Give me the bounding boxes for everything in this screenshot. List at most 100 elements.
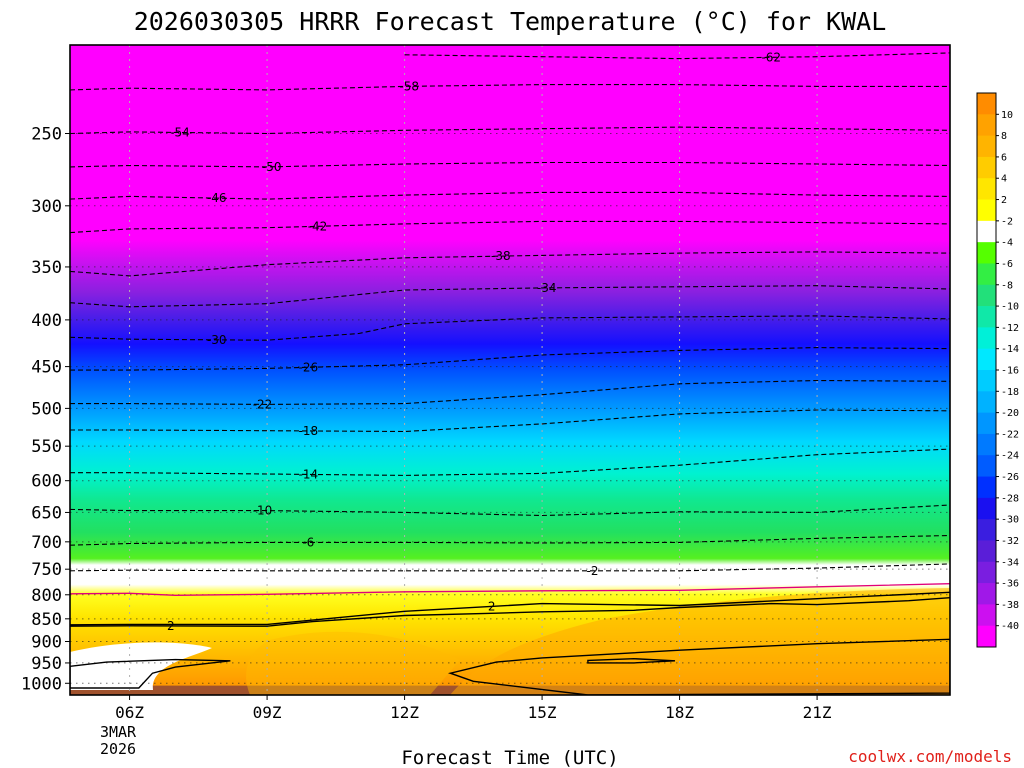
colorbar-tick-label: -10 [1001, 302, 1019, 313]
colorbar-tick-label: -16 [1001, 366, 1019, 377]
colorbar-tick-label: 2 [1001, 195, 1007, 206]
colorbar-tick-label: -14 [1001, 344, 1019, 355]
contour-label: -38 [491, 249, 511, 263]
colorbar-swatch [977, 519, 996, 541]
chart-title: 2026030305 HRRR Forecast Temperature (°C… [134, 7, 887, 36]
isotherm-line [70, 379, 950, 405]
colorbar-tick-label: -24 [1001, 451, 1019, 462]
colorbar-swatch [977, 412, 996, 435]
y-tick-label: 350 [31, 258, 62, 278]
isotherm-line [404, 52, 950, 60]
x-tick-label: 06Z [115, 703, 144, 722]
isotherm-closed-contour [587, 657, 676, 664]
colorbar-tick-label: 6 [1001, 152, 1007, 163]
isotherm-line [70, 84, 950, 91]
isotherm-line [70, 315, 950, 341]
y-tick-label: 450 [31, 358, 62, 378]
grid-lines [70, 45, 950, 695]
colorbar-swatch [977, 284, 996, 307]
isotherm-line [70, 285, 950, 308]
y-tick-label: 250 [31, 124, 62, 144]
date-label-year: 2026 [100, 740, 136, 758]
isotherm-line [70, 563, 950, 572]
y-tick-label: 900 [31, 632, 62, 652]
colorbar-swatch [977, 327, 996, 350]
isotherm-closed-contour [70, 658, 231, 689]
colorbar-swatch [977, 306, 996, 328]
contour-label: -46 [207, 191, 227, 205]
colorbar-tick-label: -4 [1001, 238, 1013, 249]
y-tick-label: 300 [31, 197, 62, 217]
colorbar-tick-label: -36 [1001, 579, 1019, 590]
colorbar-tick-label: -12 [1001, 323, 1019, 334]
isotherm-line [70, 591, 950, 626]
x-axis-time: 06Z 09Z 12Z 15Z 18Z 21Z [115, 695, 832, 722]
contour-label: -62 [761, 50, 781, 64]
x-tick-label: 21Z [803, 703, 832, 722]
cold-pocket-left [70, 642, 212, 690]
contour-label: -26 [299, 360, 319, 374]
isotherm-line [70, 191, 950, 200]
contour-label: 2 [167, 619, 175, 633]
colorbar-tick-label: -34 [1001, 557, 1019, 568]
colorbar-swatch [977, 540, 996, 563]
colorbar-swatch [977, 199, 996, 222]
y-tick-label: 600 [31, 472, 62, 492]
y-axis-pressure: 2503003504004505005506006507007508008509… [21, 124, 70, 694]
colorbar-swatch [977, 497, 996, 520]
colorbar-tick-label: -32 [1001, 536, 1019, 547]
colorbar-tick-label: -8 [1001, 280, 1013, 291]
colorbar-swatch [977, 135, 996, 158]
contour-label: -42 [308, 219, 328, 233]
isotherm-line [70, 583, 950, 596]
colorbar-tick-label: -38 [1001, 600, 1019, 611]
contour-label: -50 [262, 160, 282, 174]
y-tick-label: 500 [31, 399, 62, 419]
isotherm-contours [70, 52, 950, 695]
isotherm-line [70, 220, 950, 234]
colorbar-swatch [977, 263, 996, 286]
y-tick-label: 850 [31, 610, 62, 630]
colorbar-swatch [977, 220, 996, 243]
colorbar-swatch [977, 242, 996, 264]
isotherm-line [70, 126, 950, 135]
y-tick-label: 400 [31, 311, 62, 331]
contour-labels: -62-58-54-50-46-42-38-34-30-26-22-18-14-… [167, 50, 781, 633]
y-tick-label: 950 [31, 654, 62, 674]
x-tick-label: 12Z [390, 703, 419, 722]
colorbar-swatch [977, 455, 996, 477]
colorbar-swatch [977, 114, 996, 137]
contour-label: -58 [399, 79, 419, 93]
credit-text: coolwx.com/models [848, 747, 1012, 766]
colorbar-swatch [977, 93, 996, 115]
isotherm-line [70, 161, 950, 168]
contour-label: -22 [253, 397, 273, 411]
y-tick-label: 700 [31, 533, 62, 553]
contour-label: -2 [587, 564, 599, 578]
colorbar-tick-label: -26 [1001, 472, 1019, 483]
x-tick-label: 18Z [665, 703, 694, 722]
colorbar: 10 8 6 4 2 -2 -4 -6 -8 -10 -12 -14 -16 -18 -20 -22 -24 -2… [976, 92, 1019, 648]
isotherm-line [70, 409, 950, 433]
colorbar-swatch [977, 604, 996, 627]
colorbar-swatch [977, 348, 996, 371]
contour-label: -10 [253, 504, 273, 518]
isotherm-closed-contour [447, 638, 950, 695]
contour-label: -54 [170, 125, 190, 139]
colorbar-tick-label: -2 [1001, 216, 1013, 227]
contour-label: 2 [488, 599, 496, 613]
contour-label: -6 [302, 535, 314, 549]
colorbar-swatch [977, 625, 996, 648]
colorbar-swatch [977, 583, 996, 605]
date-label-day: 3MAR [100, 723, 137, 741]
colorbar-swatch [977, 391, 996, 414]
colorbar-swatch [977, 178, 996, 200]
colorbar-swatch [977, 156, 996, 179]
y-tick-label: 750 [31, 560, 62, 580]
colorbar-tick-label: -18 [1001, 387, 1019, 398]
colorbar-tick-label: -40 [1001, 621, 1019, 632]
y-tick-label: 800 [31, 586, 62, 606]
y-tick-label: 550 [31, 437, 62, 457]
isotherm-line [70, 251, 950, 277]
